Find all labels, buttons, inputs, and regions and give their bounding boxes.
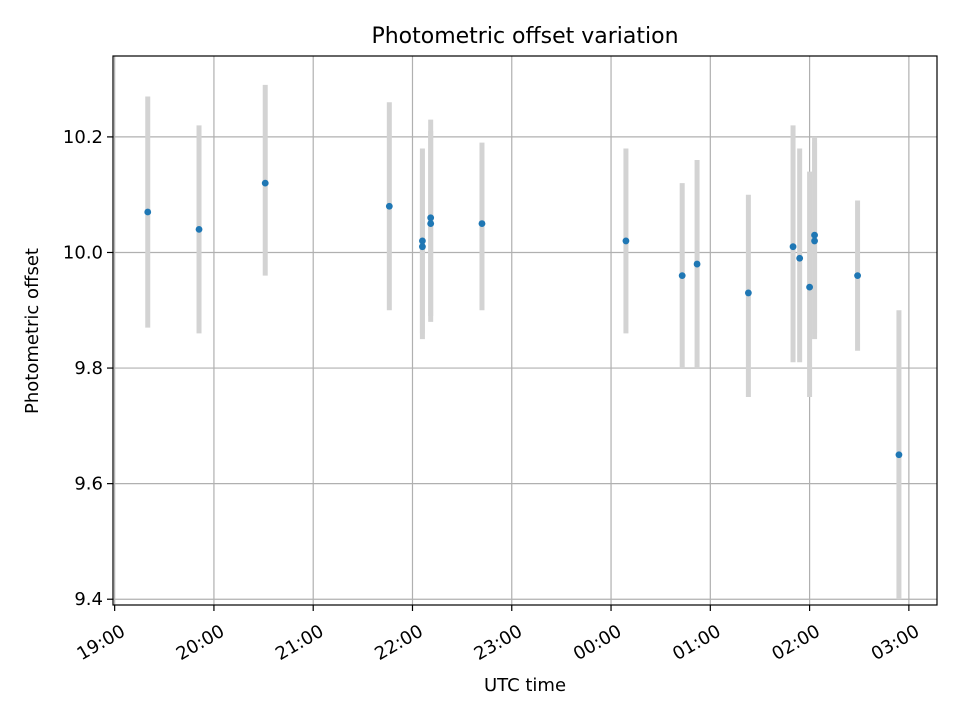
data-point <box>144 208 152 216</box>
data-point <box>419 237 426 245</box>
data-point <box>796 254 804 262</box>
data-point <box>693 260 701 268</box>
x-tick-label: 22:00 <box>371 621 426 665</box>
x-axis-label: UTC time <box>484 675 566 696</box>
x-tick-label: 00:00 <box>570 621 625 665</box>
data-marks <box>144 84 903 600</box>
x-tick-label: 01:00 <box>669 621 724 665</box>
data-point <box>622 237 630 245</box>
x-tick-label: 03:00 <box>868 621 923 665</box>
data-point <box>195 225 203 233</box>
y-tick-label: 9.8 <box>74 358 103 379</box>
data-point <box>806 283 813 291</box>
x-tick-label: 19:00 <box>73 621 128 665</box>
data-point <box>427 214 435 222</box>
data-point <box>789 243 797 251</box>
x-tick-label: 23:00 <box>471 621 526 665</box>
data-point <box>419 243 426 251</box>
x-tick-label: 20:00 <box>173 621 228 665</box>
data-point <box>261 179 269 187</box>
x-tick-label: 02:00 <box>768 621 823 665</box>
y-tick-label: 10.2 <box>63 127 103 148</box>
y-axis-label: Photometric offset <box>22 248 43 414</box>
y-tick-label: 9.6 <box>74 474 103 495</box>
plot-frame <box>112 55 938 606</box>
y-tick-label: 10.0 <box>63 242 103 263</box>
data-point <box>744 289 752 297</box>
chart-title: Photometric offset variation <box>371 24 678 49</box>
data-point <box>427 220 435 227</box>
data-point <box>678 272 686 279</box>
data-point <box>811 231 818 239</box>
data-point <box>854 272 861 279</box>
data-point <box>895 451 903 459</box>
x-tick-label: 21:00 <box>272 621 327 665</box>
y-tick-label: 9.4 <box>74 589 103 610</box>
data-point <box>385 202 393 210</box>
data-point <box>811 237 818 245</box>
data-point <box>478 220 486 227</box>
